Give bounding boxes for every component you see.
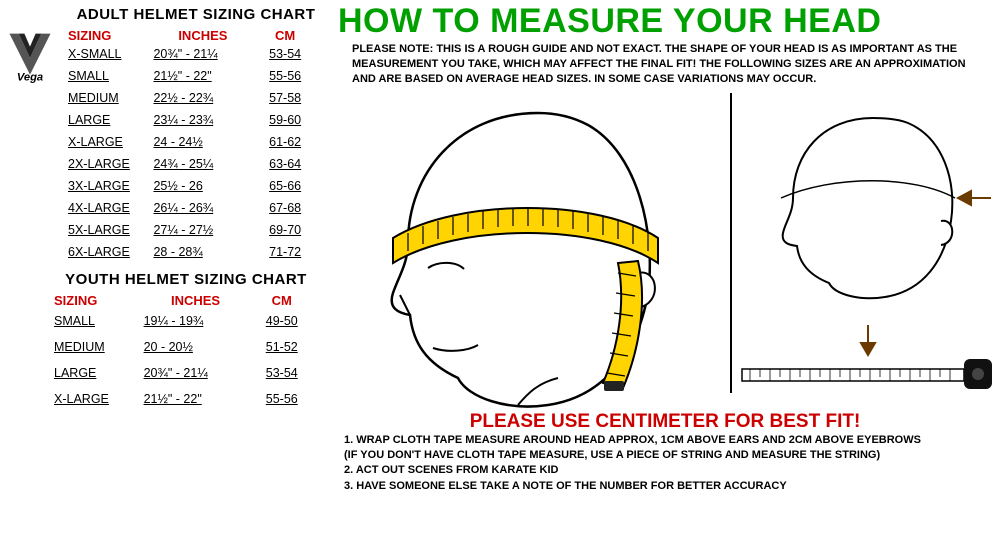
cell-cm: 53-54 — [252, 360, 312, 386]
centimeter-tagline: PLEASE USE CENTIMETER FOR BEST FIT! — [338, 411, 992, 433]
instruction-line: 3. HAVE SOMEONE ELSE TAKE A NOTE OF THE … — [344, 479, 992, 494]
cell-cm: 51-52 — [252, 334, 312, 360]
table-row: LARGE23¼ - 23¾59-60 — [64, 109, 314, 131]
cell-cm: 67-68 — [256, 197, 314, 219]
instruction-line: (IF YOU DON'T HAVE CLOTH TAPE MEASURE, U… — [344, 448, 992, 463]
main-title: HOW TO MEASURE YOUR HEAD — [338, 4, 992, 38]
cell-inches: 26¼ - 26¾ — [149, 197, 256, 219]
right-panel: HOW TO MEASURE YOUR HEAD PLEASE NOTE: TH… — [330, 0, 1000, 494]
table-row: X-LARGE21½" - 22"55-56 — [50, 386, 312, 412]
cell-sizing: 2X-LARGE — [64, 153, 149, 175]
cell-cm: 57-58 — [256, 87, 314, 109]
cell-cm: 71-72 — [256, 241, 314, 263]
cell-cm: 61-62 — [256, 131, 314, 153]
instruction-line: 1. WRAP CLOTH TAPE MEASURE AROUND HEAD A… — [344, 433, 992, 448]
cell-sizing: 5X-LARGE — [64, 219, 149, 241]
table-row: 2X-LARGE24¾ - 25¼63-64 — [64, 153, 314, 175]
col-sizing: SIZING — [50, 292, 140, 308]
adult-sizing-table: SIZING INCHES CM X-SMALL20¾" - 21¼53-54S… — [64, 27, 314, 263]
youth-chart-title: YOUTH HELMET SIZING CHART — [42, 271, 330, 288]
cell-inches: 21½" - 22" — [149, 65, 256, 87]
please-note-text: PLEASE NOTE: THIS IS A ROUGH GUIDE AND N… — [352, 42, 992, 87]
col-sizing: SIZING — [64, 27, 149, 43]
svg-text:Vega: Vega — [17, 71, 43, 83]
cell-inches: 20¾" - 21¼ — [149, 43, 256, 65]
cell-inches: 24¾ - 25¼ — [149, 153, 256, 175]
col-inches: INCHES — [149, 27, 256, 43]
cell-inches: 27¼ - 27½ — [149, 219, 256, 241]
cell-cm: 55-56 — [252, 386, 312, 412]
cell-sizing: X-LARGE — [64, 131, 149, 153]
cell-sizing: MEDIUM — [64, 87, 149, 109]
table-row: 6X-LARGE28 - 28¾71-72 — [64, 241, 314, 263]
cell-sizing: LARGE — [50, 360, 140, 386]
youth-sizing-table: SIZING INCHES CM SMALL19¼ - 19¾49-50MEDI… — [50, 292, 312, 412]
cell-sizing: MEDIUM — [50, 334, 140, 360]
table-row: X-LARGE24 - 24½61-62 — [64, 131, 314, 153]
cell-inches: 25½ - 26 — [149, 175, 256, 197]
table-row: 5X-LARGE27¼ - 27½69-70 — [64, 219, 314, 241]
cell-cm: 63-64 — [256, 153, 314, 175]
tape-measure-icon — [740, 323, 995, 403]
cell-cm: 59-60 — [256, 109, 314, 131]
col-inches: INCHES — [140, 292, 252, 308]
table-row: 3X-LARGE25½ - 2665-66 — [64, 175, 314, 197]
instructions-list: 1. WRAP CLOTH TAPE MEASURE AROUND HEAD A… — [344, 433, 992, 495]
table-row: MEDIUM20 - 20½51-52 — [50, 334, 312, 360]
vertical-divider — [730, 93, 732, 393]
instruction-line: 2. ACT OUT SCENES FROM KARATE KID — [344, 463, 992, 478]
cell-sizing: LARGE — [64, 109, 149, 131]
cell-sizing: X-SMALL — [64, 43, 149, 65]
cell-inches: 24 - 24½ — [149, 131, 256, 153]
cell-sizing: 6X-LARGE — [64, 241, 149, 263]
table-row: MEDIUM22½ - 22¾57-58 — [64, 87, 314, 109]
table-row: X-SMALL20¾" - 21¼53-54 — [64, 43, 314, 65]
cell-inches: 22½ - 22¾ — [149, 87, 256, 109]
left-panel: Vega ADULT HELMET SIZING CHART SIZING IN… — [0, 0, 330, 412]
col-cm: CM — [252, 292, 312, 308]
cell-cm: 69-70 — [256, 219, 314, 241]
cell-inches: 21½" - 22" — [140, 386, 252, 412]
cell-cm: 55-56 — [256, 65, 314, 87]
cell-sizing: SMALL — [50, 308, 140, 334]
cell-inches: 23¼ - 23¾ — [149, 109, 256, 131]
cell-inches: 19¼ - 19¾ — [140, 308, 252, 334]
adult-chart-title: ADULT HELMET SIZING CHART — [62, 6, 330, 23]
cell-sizing: 4X-LARGE — [64, 197, 149, 219]
head-side-icon — [743, 103, 993, 303]
table-row: 4X-LARGE26¼ - 26¾67-68 — [64, 197, 314, 219]
cell-cm: 49-50 — [252, 308, 312, 334]
cell-inches: 20 - 20½ — [140, 334, 252, 360]
cell-cm: 53-54 — [256, 43, 314, 65]
cell-sizing: SMALL — [64, 65, 149, 87]
cell-inches: 20¾" - 21¼ — [140, 360, 252, 386]
cell-inches: 28 - 28¾ — [149, 241, 256, 263]
table-row: SMALL19¼ - 19¾49-50 — [50, 308, 312, 334]
cell-sizing: X-LARGE — [50, 386, 140, 412]
head-front-icon — [338, 93, 728, 413]
cell-sizing: 3X-LARGE — [64, 175, 149, 197]
vega-logo-icon: Vega — [2, 28, 58, 84]
table-row: LARGE20¾" - 21¼53-54 — [50, 360, 312, 386]
col-cm: CM — [256, 27, 314, 43]
cell-cm: 65-66 — [256, 175, 314, 197]
illustration-area — [338, 93, 992, 413]
table-row: SMALL21½" - 22"55-56 — [64, 65, 314, 87]
